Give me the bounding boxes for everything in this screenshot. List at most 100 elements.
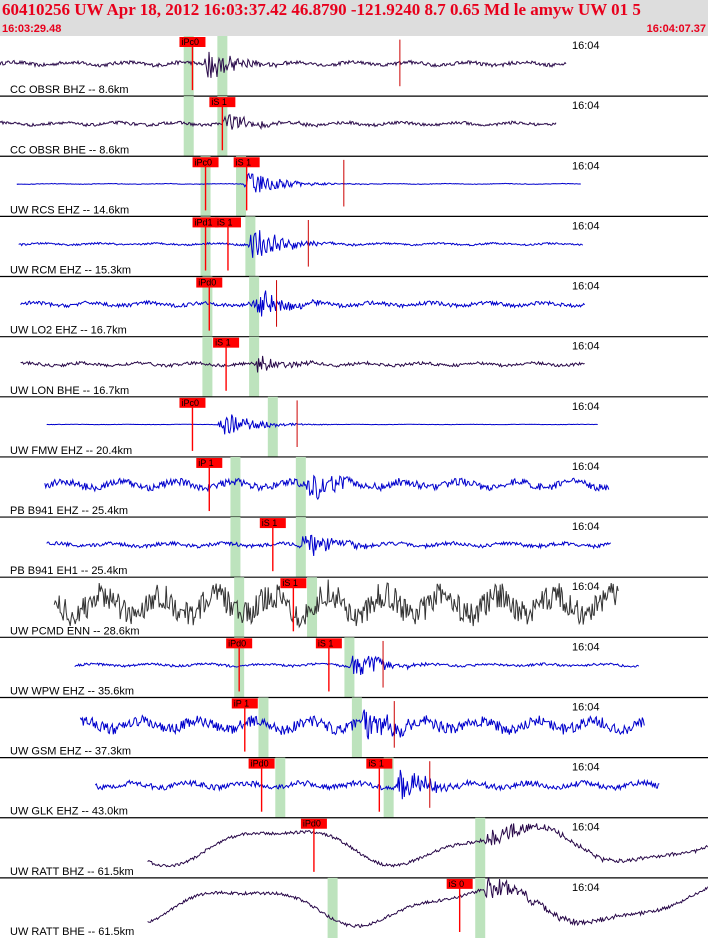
pick-window [236,156,247,217]
waveform-trace [74,655,640,675]
pick-box [300,818,327,829]
pick-label: iS 1 [368,759,384,769]
waveform-trace [0,51,567,78]
header-bar: 60410256 UW Apr 18, 2012 16:03:37.42 46.… [0,0,708,36]
window-end-time: 16:04:07.37 [646,23,706,35]
waveform-trace [0,114,557,131]
waveform-trace [79,709,645,740]
pick-window [327,877,338,938]
pick-label: iS 0 [449,879,465,889]
pick-label: iPc0 [181,398,199,408]
station-label: PB B941 EH1 -- 25.4km [10,565,127,577]
station-label: UW RCM EHZ -- 15.3km [10,265,131,277]
pick-window [295,456,306,518]
waveform-trace [147,877,708,929]
minute-label: 16:04 [572,641,600,653]
pick-box [209,97,236,108]
station-label: UW PCMD ENN -- 28.6km [10,625,140,637]
waveform-trace [46,534,612,557]
pick-window [202,276,213,337]
pick-label: iPd0 [251,759,269,769]
waveform-trace [20,355,585,373]
pick-box [231,698,258,709]
waveform-trace [20,290,585,317]
pick-box [192,217,219,228]
pick-box [192,157,219,168]
minute-label: 16:04 [572,701,600,713]
pick-label: iS 1 [217,217,233,227]
waveform-trace [147,823,708,868]
pick-label: iS 1 [236,157,252,167]
station-label: UW RATT BHE -- 61.5km [10,926,134,938]
seismogram-plot: iPc0 16:04 CC OBSR BHZ -- 8.6km iS 1 16:04 CC… [0,36,708,938]
pick-window [183,96,194,157]
pick-label: iPd0 [198,278,216,288]
pick-box [259,518,286,529]
pick-label: iP 1 [234,698,249,708]
pick-box [280,578,307,589]
pick-box [179,397,206,408]
waveform-trace [18,230,584,258]
minute-label: 16:04 [572,160,600,172]
event-title: 60410256 UW Apr 18, 2012 16:03:37.42 46.… [2,0,641,19]
station-label: UW RATT BHZ -- 61.5km [10,866,134,878]
pick-window [267,396,278,457]
pick-window [307,577,318,638]
minute-label: 16:04 [572,281,600,293]
pick-label: iS 1 [282,578,298,588]
waveform-trace [44,474,610,501]
pick-label: iS 1 [318,638,334,648]
waveform-trace [94,769,660,800]
minute-label: 16:04 [572,461,600,473]
pick-window [351,697,362,758]
pick-label: iS 1 [215,338,231,348]
station-label: CC OBSR BHZ -- 8.6km [10,84,129,96]
minute-label: 16:04 [572,822,600,834]
pick-box [196,277,223,288]
pick-window [295,517,306,578]
pick-label: iS 1 [211,97,227,107]
pick-label: iPc0 [195,157,213,167]
pick-label: iPc0 [181,37,199,47]
minute-label: 16:04 [572,220,600,232]
pick-window [202,336,213,397]
waveform-trace [16,172,581,193]
pick-box [446,878,473,889]
pick-window [183,36,194,97]
station-label: UW FMW EHZ -- 20.4km [10,445,132,457]
pick-window [230,517,241,578]
pick-window [217,36,228,97]
minute-label: 16:04 [572,882,600,894]
station-label: CC OBSR BHE -- 8.6km [10,144,129,156]
station-label: PB B941 EHZ -- 25.4km [10,505,128,517]
pick-box [226,638,253,649]
pick-label: iPd0 [303,819,321,829]
station-label: UW LO2 EHZ -- 16.7km [10,325,127,337]
pick-box [179,37,206,47]
minute-label: 16:04 [572,762,600,774]
pick-window [258,697,269,758]
minute-label: 16:04 [572,100,600,112]
station-label: UW GLK EHZ -- 43.0km [10,806,128,818]
station-label: UW GSM EHZ -- 37.3km [10,746,131,758]
station-label: UW WPW EHZ -- 35.6km [10,685,134,697]
minute-label: 16:04 [572,521,600,533]
waveform-trace [46,414,598,435]
pick-window [234,577,245,638]
minute-label: 16:04 [572,401,600,413]
pick-box [233,157,260,168]
minute-label: 16:04 [572,341,600,353]
pick-label: iS 1 [262,518,278,528]
pick-window [475,877,486,938]
pick-box [214,217,241,228]
pick-box [315,638,342,649]
pick-label: iPd1 [195,217,213,227]
pick-window [245,216,256,277]
station-label: UW RCS EHZ -- 14.6km [10,204,129,216]
pick-label: iP 1 [198,458,213,468]
pick-box [248,758,275,769]
pick-window [475,817,486,878]
minute-label: 16:04 [572,40,600,52]
minute-label: 16:04 [572,581,600,593]
station-label: UW LON BHE -- 16.7km [10,385,129,397]
